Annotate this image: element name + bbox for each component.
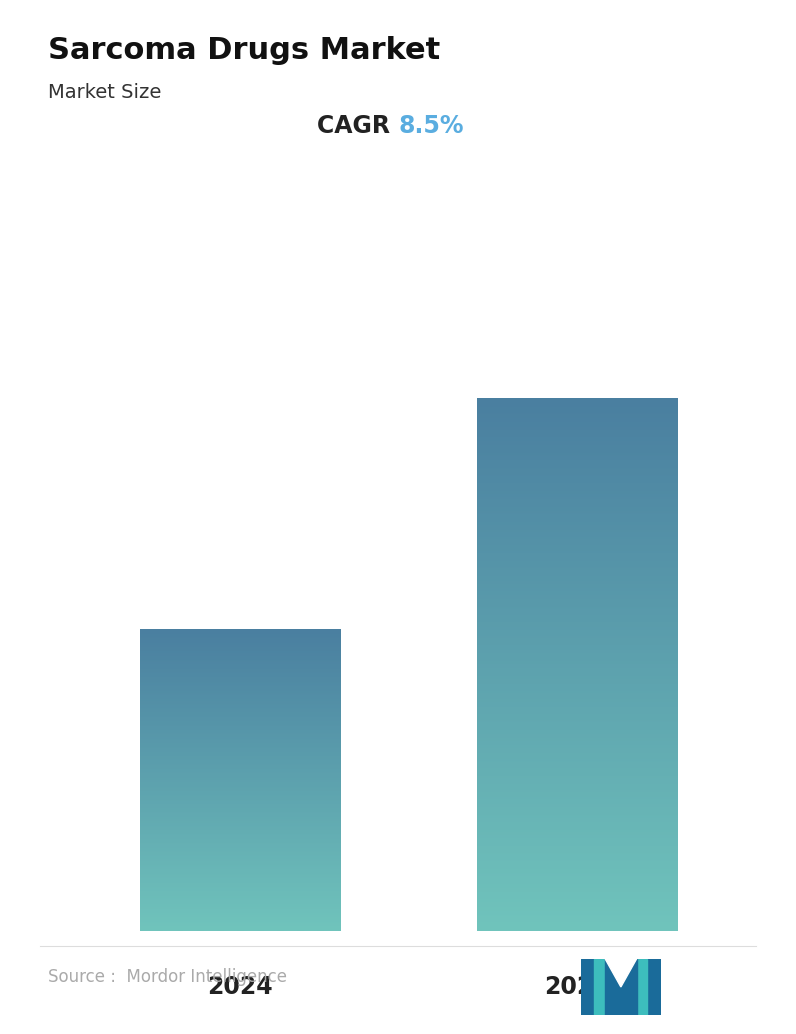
Text: 2024: 2024	[208, 975, 273, 1000]
Polygon shape	[605, 959, 637, 1015]
Text: Market Size: Market Size	[48, 83, 161, 101]
Polygon shape	[595, 959, 605, 1015]
Polygon shape	[621, 959, 637, 993]
Text: Source :  Mordor Intelligence: Source : Mordor Intelligence	[48, 968, 287, 986]
Polygon shape	[637, 959, 647, 1015]
Polygon shape	[605, 959, 637, 986]
Text: CAGR: CAGR	[317, 114, 398, 139]
Polygon shape	[605, 959, 621, 993]
Polygon shape	[647, 959, 661, 1015]
Text: Sarcoma Drugs Market: Sarcoma Drugs Market	[48, 36, 440, 65]
Polygon shape	[581, 959, 595, 1015]
Text: 8.5%: 8.5%	[398, 114, 463, 139]
Text: 2029: 2029	[544, 975, 610, 1000]
